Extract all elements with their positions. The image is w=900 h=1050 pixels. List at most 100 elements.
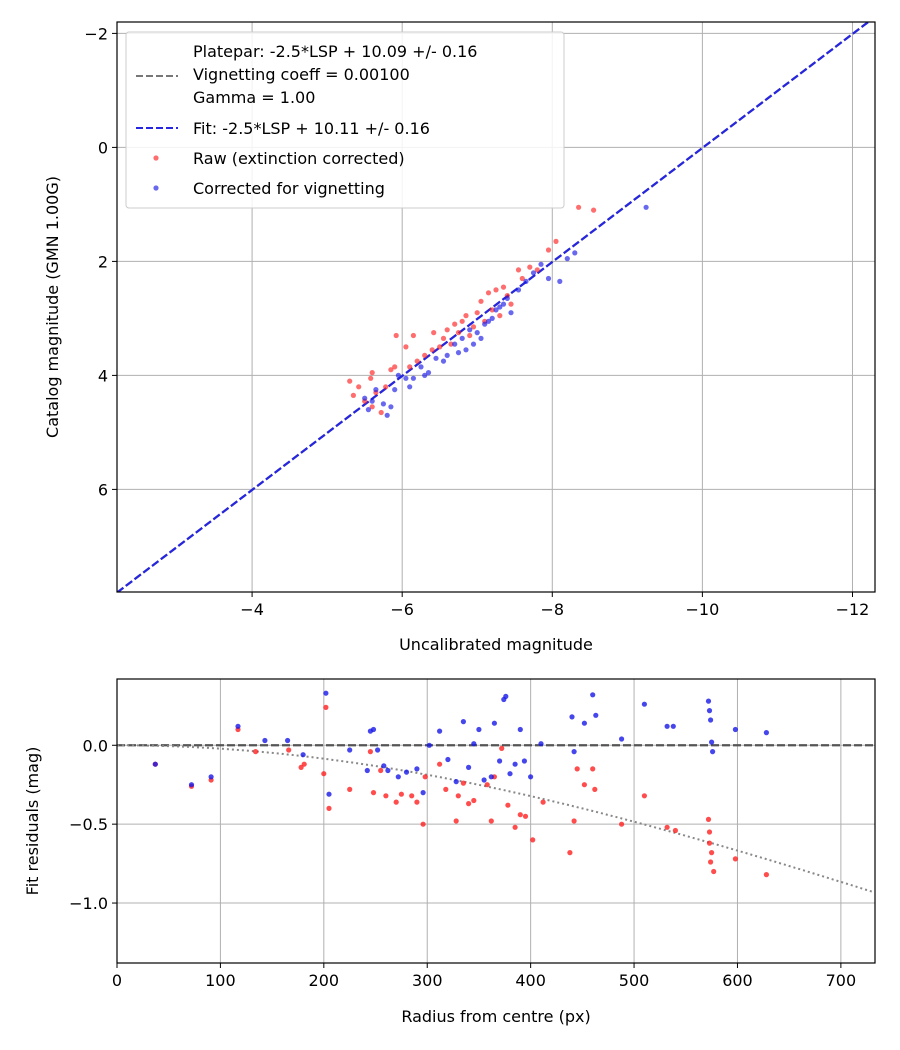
legend-fit-text: Fit: -2.5*LSP + 10.11 +/- 0.16 <box>193 119 430 138</box>
point-corrected-residuals <box>705 698 712 704</box>
x-tick-label: 200 <box>309 971 340 990</box>
point-raw-extinction-corrected <box>545 247 552 253</box>
legend-platepar-text: Platepar: -2.5*LSP + 10.09 +/- 0.16 <box>193 42 477 61</box>
point-raw-residuals <box>370 790 377 796</box>
point-corrected-for-vignetting <box>545 275 552 282</box>
point-corrected-for-vignetting <box>384 412 390 418</box>
point-corrected-for-vignetting <box>403 375 409 381</box>
point-raw-residuals <box>706 829 713 835</box>
point-raw-extinction-corrected <box>519 275 525 282</box>
point-corrected-for-vignetting <box>497 304 503 310</box>
x-tick-label: 400 <box>515 971 546 990</box>
point-corrected-for-vignetting <box>444 352 450 358</box>
point-corrected-residuals <box>460 719 466 725</box>
point-raw-residuals <box>571 818 577 824</box>
point-raw-residuals <box>466 801 472 807</box>
point-raw-residuals <box>326 805 332 812</box>
point-corrected-residuals <box>670 723 676 729</box>
point-corrected-residuals <box>370 726 377 733</box>
point-corrected-residuals <box>488 774 494 780</box>
point-raw-extinction-corrected <box>527 264 533 270</box>
bottom-lines <box>117 744 875 893</box>
point-corrected-residuals <box>323 690 329 696</box>
y-tick-label: 0 <box>98 138 108 157</box>
point-raw-residuals <box>420 821 426 827</box>
point-raw-extinction-corrected <box>591 207 597 213</box>
point-raw-residuals <box>321 771 327 777</box>
point-corrected-residuals <box>420 790 426 796</box>
point-corrected-residuals <box>497 758 503 764</box>
x-tick-label: −10 <box>686 600 720 619</box>
point-raw-extinction-corrected <box>429 347 435 353</box>
point-raw-residuals <box>517 812 523 818</box>
point-raw-extinction-corrected <box>356 384 362 390</box>
legend-raw-text: Raw (extinction corrected) <box>193 149 405 168</box>
point-raw-extinction-corrected <box>392 364 398 370</box>
point-corrected-residuals <box>426 742 432 748</box>
point-raw-extinction-corrected <box>378 409 384 416</box>
x-tick-label: −12 <box>836 600 870 619</box>
point-corrected-for-vignetting <box>425 370 432 376</box>
y-tick-label: 2 <box>98 252 108 271</box>
point-corrected-residuals <box>507 771 513 777</box>
y-tick-label: −0.5 <box>69 815 108 834</box>
point-corrected-for-vignetting <box>478 335 484 341</box>
x-tick-label: −6 <box>390 600 414 619</box>
point-corrected-for-vignetting <box>440 358 447 364</box>
point-raw-residuals <box>705 816 712 823</box>
y-tick-label: 6 <box>98 480 108 499</box>
x-tick-label: 300 <box>412 971 443 990</box>
point-raw-residuals <box>378 767 384 774</box>
point-raw-residuals <box>455 793 461 799</box>
point-corrected-for-vignetting <box>433 355 439 361</box>
bottom-ticks: 0 100 200 300 400 500 600 700 0.0 −0.5 −1.0 <box>69 736 856 990</box>
point-corrected-for-vignetting <box>463 347 469 353</box>
point-corrected-residuals <box>710 749 716 755</box>
point-corrected-for-vignetting <box>452 341 458 347</box>
x-tick-label: 0 <box>112 971 122 990</box>
point-corrected-residuals <box>571 749 577 755</box>
legend-corrected-text: Corrected for vignetting <box>193 179 385 198</box>
point-raw-extinction-corrected <box>431 330 437 336</box>
point-corrected-for-vignetting <box>643 204 649 210</box>
point-raw-residuals <box>453 818 459 824</box>
point-raw-extinction-corrected <box>478 298 484 304</box>
point-corrected-residuals <box>414 766 420 772</box>
point-corrected-for-vignetting <box>410 375 416 381</box>
point-corrected-residuals <box>732 726 739 733</box>
point-corrected-residuals <box>445 756 451 763</box>
point-corrected-for-vignetting <box>523 278 529 284</box>
legend-gamma-text: Gamma = 1.00 <box>193 88 315 107</box>
point-raw-extinction-corrected <box>369 404 375 410</box>
point-raw-extinction-corrected <box>493 287 499 293</box>
point-raw-extinction-corrected <box>388 367 394 373</box>
bottom-y-axis-label: Fit residuals (mag) <box>23 747 42 896</box>
point-raw-residuals <box>443 786 449 793</box>
point-corrected-for-vignetting <box>572 250 578 256</box>
point-raw-extinction-corrected <box>440 335 447 341</box>
bottom-plot-background <box>117 679 875 963</box>
point-raw-residuals <box>398 791 404 797</box>
point-raw-extinction-corrected <box>553 238 559 244</box>
point-corrected-residuals <box>528 774 534 780</box>
point-raw-residuals <box>347 786 353 793</box>
point-corrected-residuals <box>347 747 353 753</box>
point-corrected-residuals <box>569 714 575 720</box>
point-corrected-residuals <box>326 791 332 797</box>
point-corrected-residuals <box>300 752 306 758</box>
point-corrected-residuals <box>152 761 158 767</box>
point-raw-residuals <box>641 793 648 799</box>
point-raw-residuals <box>460 780 466 786</box>
point-corrected-for-vignetting <box>455 350 462 356</box>
point-corrected-for-vignetting <box>538 261 544 267</box>
point-corrected-for-vignetting <box>564 256 570 262</box>
point-raw-residuals <box>484 782 490 788</box>
point-raw-extinction-corrected <box>369 370 375 376</box>
x-tick-label: 500 <box>619 971 650 990</box>
point-corrected-residuals <box>466 764 472 771</box>
legend: Platepar: -2.5*LSP + 10.09 +/- 0.16 Vign… <box>125 31 565 209</box>
bottom-chart: 0 100 200 300 400 500 600 700 0.0 −0.5 −1.0 Radius… <box>23 678 876 1026</box>
point-raw-extinction-corrected <box>459 318 465 324</box>
point-raw-residuals <box>422 774 428 780</box>
x-tick-label: 700 <box>826 971 857 990</box>
